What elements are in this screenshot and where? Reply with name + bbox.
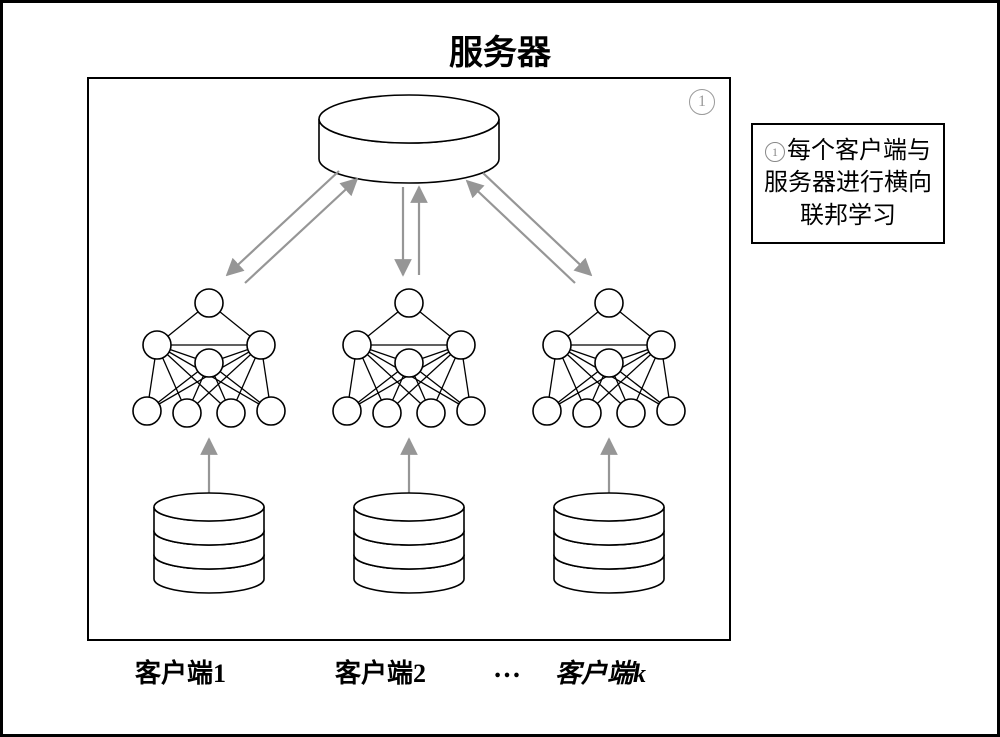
diagram-frame: 1 — [87, 77, 731, 641]
diagram-svg — [89, 79, 729, 639]
legend-text: 每个客户端与服务器进行横向联邦学习 — [764, 138, 932, 229]
client-label-2: 客户端2 — [335, 653, 426, 690]
server-title: 服务器 — [449, 25, 551, 74]
client-label-k: 客户端k — [555, 653, 646, 690]
legend-step-number: 1 — [765, 142, 785, 162]
client-label-1: 客户端1 — [135, 653, 226, 690]
outer-frame: 服务器 1 1每个客户端与服务器进行横向联邦学习 客户端1 客户端2 … 客户端… — [0, 0, 1000, 737]
legend-box: 1每个客户端与服务器进行横向联邦学习 — [751, 123, 945, 244]
ellipsis: … — [493, 653, 521, 685]
